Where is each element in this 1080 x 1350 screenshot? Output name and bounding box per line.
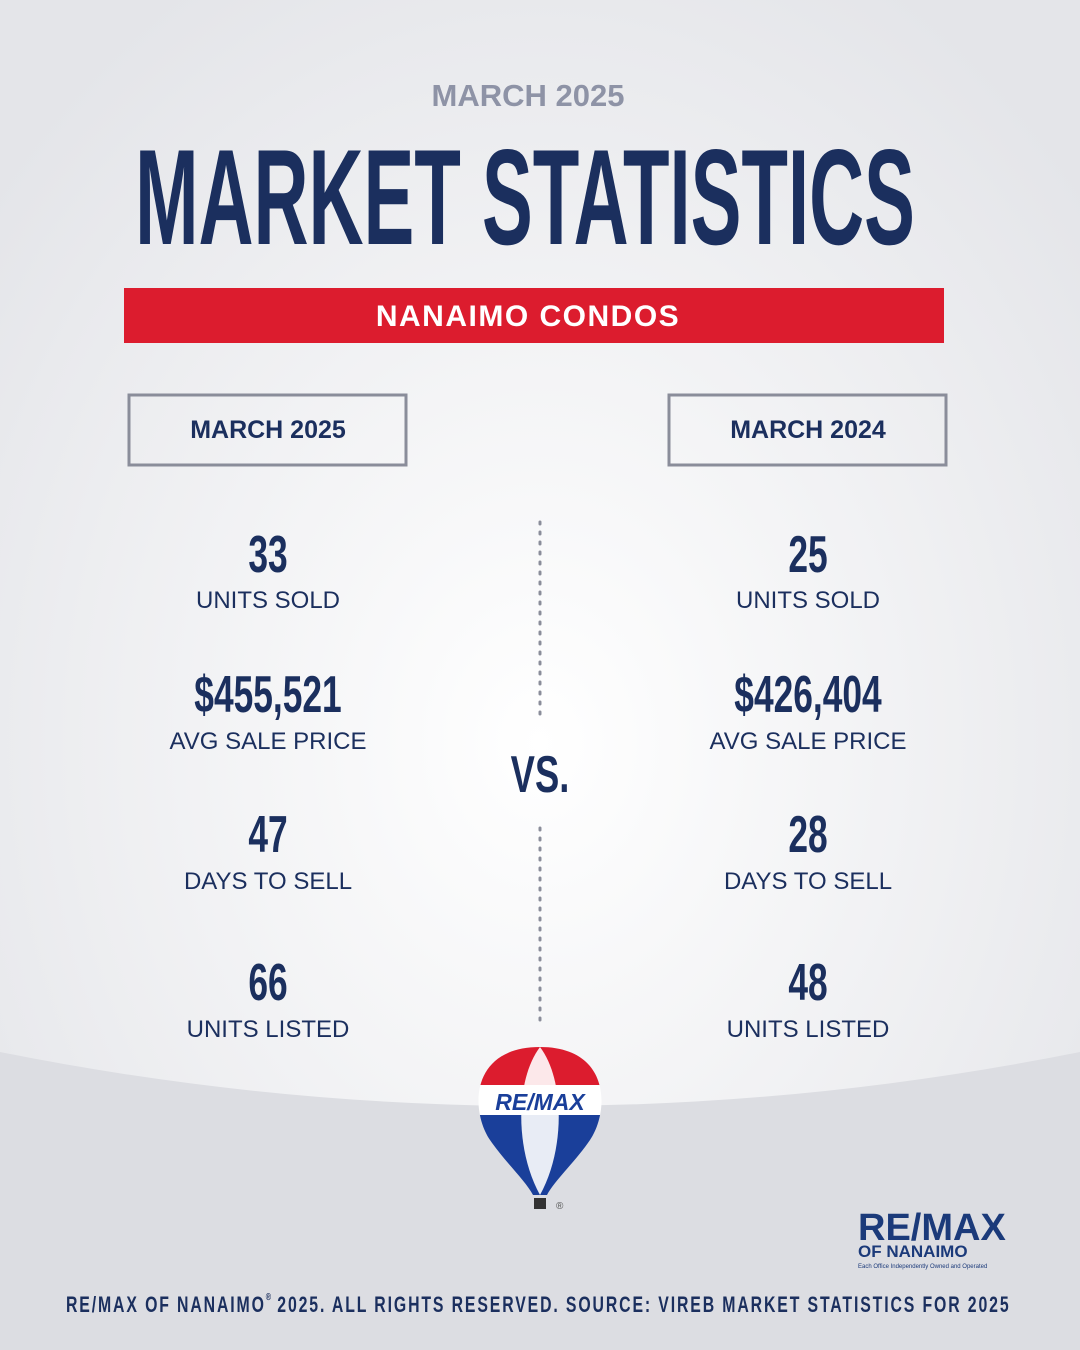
- stat-label: UNITS SOLD: [736, 587, 880, 614]
- stat-label: UNITS LISTED: [187, 1016, 350, 1043]
- stat: 28: [788, 806, 827, 863]
- stat: 25: [788, 526, 827, 583]
- balloon-logo: RE/MAX: [495, 1089, 586, 1115]
- stat-value: 47: [248, 806, 287, 863]
- stat: 66: [248, 954, 287, 1011]
- footer: RE/MAX OF NANAIMO® 2025. ALL RIGHTS RESER…: [66, 1291, 1011, 1318]
- footer-text: 2025. ALL RIGHTS RESERVED. SOURCE: VIREB…: [277, 1294, 1010, 1318]
- stat-value: 28: [788, 806, 827, 863]
- stat-value: 33: [248, 526, 287, 583]
- brand-office: OF NANAIMO: [858, 1242, 968, 1261]
- stat-label: DAYS TO SELL: [184, 868, 352, 895]
- stat-label: UNITS LISTED: [727, 1016, 890, 1043]
- balloon-mark: ®: [556, 1201, 564, 1212]
- stat-value: 66: [248, 954, 287, 1011]
- stat: $455,521: [194, 666, 341, 723]
- banner-text: NANAIMO CONDOS: [376, 300, 680, 333]
- banner: [124, 288, 944, 343]
- column-box: [667, 393, 948, 467]
- footer-owner: RE/MAX OF NANAIMO: [66, 1294, 266, 1318]
- brand-tagline: Each Office Independently Owned and Oper…: [858, 1264, 987, 1270]
- column-label: MARCH 2025: [190, 416, 346, 444]
- columns: MARCH 2025 33 UNITS SOLD $455,521 AVG SALE P…: [127, 393, 948, 1043]
- stat-label: UNITS SOLD: [196, 587, 340, 614]
- stat-value: $426,404: [734, 666, 882, 723]
- eyebrow: MARCH 2025: [432, 78, 625, 113]
- title: MARKET STATISTICS: [135, 122, 915, 274]
- stat-value: 48: [788, 954, 827, 1011]
- stat-value: 25: [788, 526, 827, 583]
- stat: 47: [248, 806, 287, 863]
- vs: VS.: [511, 744, 570, 803]
- stat-label: AVG SALE PRICE: [710, 728, 907, 755]
- stat: 33: [248, 526, 287, 583]
- stat-label: DAYS TO SELL: [724, 868, 892, 895]
- stat-label: AVG SALE PRICE: [170, 728, 367, 755]
- stat: 48: [788, 954, 827, 1011]
- footer-mark: ®: [266, 1291, 273, 1302]
- stat: $426,404: [734, 666, 882, 723]
- basket: [534, 1198, 546, 1209]
- column-label: MARCH 2024: [730, 416, 886, 444]
- stat-value: $455,521: [194, 666, 341, 723]
- column-box: [127, 393, 408, 467]
- brand-name: RE/MAX: [858, 1207, 1006, 1249]
